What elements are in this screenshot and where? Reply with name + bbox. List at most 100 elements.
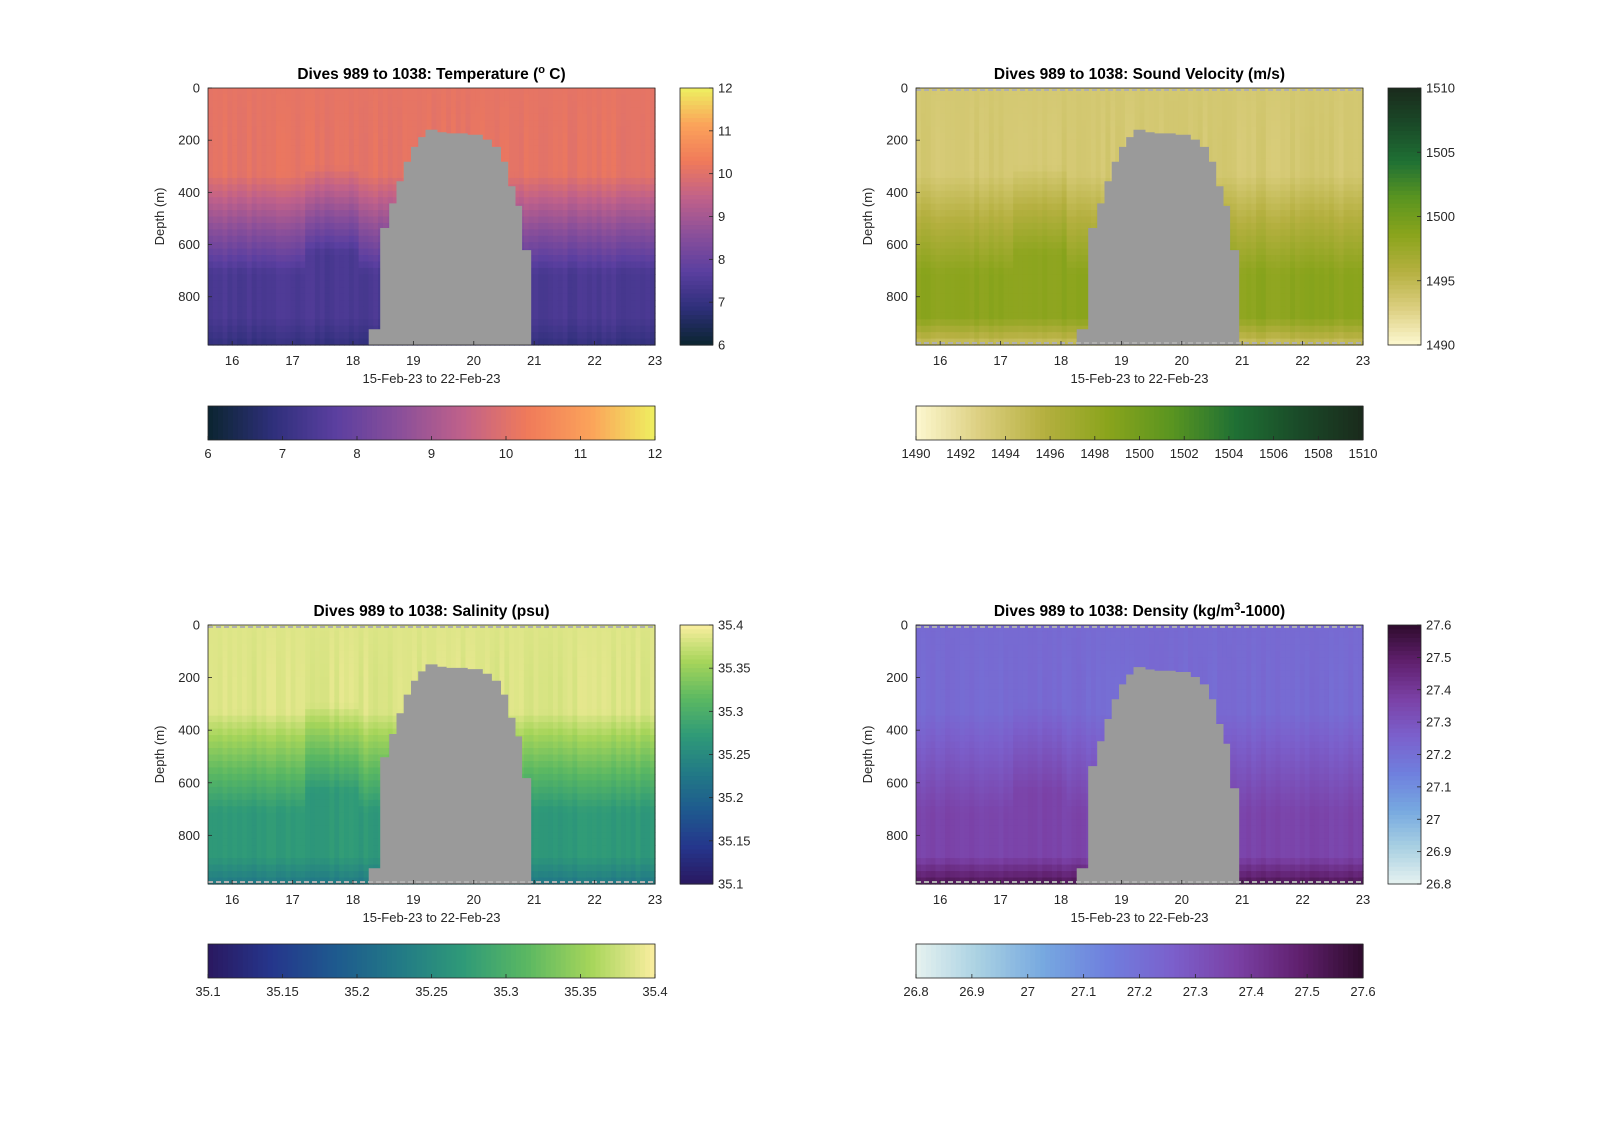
colorbar-swatch (366, 406, 373, 440)
heatmap-cell (577, 300, 583, 308)
heatmap-cell (920, 145, 927, 153)
heatmap-cell (246, 152, 253, 160)
heatmap-cell (582, 300, 588, 308)
heatmap-cell (232, 300, 238, 308)
heatmap-cell (572, 261, 578, 269)
heatmap-cell (606, 338, 612, 346)
heatmap-cell (1032, 274, 1039, 282)
heatmap-cell (630, 280, 637, 288)
heatmap-cell (984, 197, 990, 205)
heatmap-cell (640, 242, 646, 250)
heatmap-cell (232, 255, 238, 263)
heatmap-cell (954, 171, 961, 179)
colorbar-swatch (680, 143, 713, 149)
heatmap-cell (611, 267, 617, 275)
heatmap-cell (387, 165, 394, 173)
heatmap-cell (392, 152, 399, 160)
heatmap-cell (552, 338, 559, 346)
heatmap-cell (382, 132, 389, 140)
heatmap-cell (300, 319, 306, 327)
heatmap-cell (523, 177, 530, 185)
heatmap-cell (625, 280, 632, 288)
heatmap-cell (557, 274, 564, 282)
heatmap-cell (1032, 287, 1039, 295)
heatmap-cell (635, 248, 642, 256)
heatmap-cell (489, 132, 496, 140)
heatmap-cell (285, 100, 292, 108)
heatmap-cell (523, 190, 530, 198)
heatmap-cell (611, 210, 617, 218)
heatmap-cell (344, 107, 350, 115)
heatmap-cell (227, 158, 233, 166)
heatmap-cell (993, 94, 1000, 102)
heatmap-cell (261, 293, 267, 301)
heatmap-cell (1027, 158, 1034, 166)
heatmap-cell (237, 229, 243, 237)
heatmap-cell (426, 88, 433, 96)
heatmap-cell (227, 100, 233, 108)
heatmap-cell (533, 145, 539, 153)
colorbar-tick-label: 7 (279, 446, 286, 461)
heatmap-cell (1027, 94, 1034, 102)
heatmap-cell (251, 319, 258, 327)
heatmap-cell (310, 171, 316, 179)
heatmap-cell (266, 145, 272, 153)
heatmap-cell (1042, 152, 1048, 160)
heatmap-cell (630, 145, 637, 153)
heatmap-cell (577, 248, 583, 256)
heatmap-cell (586, 203, 593, 211)
heatmap-cell (567, 203, 573, 211)
heatmap-cell (295, 325, 301, 333)
heatmap-cell (940, 293, 946, 301)
heatmap-cell (358, 325, 365, 333)
heatmap-cell (954, 261, 961, 269)
heatmap-cell (217, 338, 224, 346)
heatmap-cell (1003, 300, 1009, 308)
heatmap-cell (562, 338, 569, 346)
heatmap-cell (650, 132, 656, 140)
heatmap-cell (285, 293, 292, 301)
heatmap-cell (950, 132, 956, 140)
heatmap-cell (557, 197, 564, 205)
heatmap-cell (305, 152, 311, 160)
heatmap-cell (509, 145, 515, 153)
heatmap-cell (246, 210, 253, 218)
heatmap-cell (557, 222, 564, 230)
heatmap-cell (577, 113, 583, 121)
heatmap-cell (222, 267, 229, 275)
heatmap-cell (1042, 325, 1048, 333)
heatmap-cell (954, 242, 961, 250)
heatmap-cell (271, 248, 277, 256)
heatmap-cell (591, 120, 598, 128)
heatmap-cell (271, 107, 277, 115)
heatmap-cell (363, 120, 369, 128)
heatmap-cell (339, 293, 345, 301)
heatmap-cell (548, 306, 554, 314)
heatmap-cell (586, 248, 593, 256)
heatmap-cell (974, 338, 980, 346)
heatmap-cell (998, 229, 1005, 237)
heatmap-cell (954, 107, 961, 115)
heatmap-cell (548, 197, 554, 205)
heatmap-cell (368, 293, 374, 301)
heatmap-cell (295, 280, 301, 288)
heatmap-cell (217, 242, 224, 250)
heatmap-cell (552, 306, 559, 314)
heatmap-cell (232, 184, 238, 192)
heatmap-cell (984, 120, 990, 128)
heatmap-cell (630, 210, 637, 218)
heatmap-cell (1047, 145, 1053, 153)
heatmap-cell (533, 177, 539, 185)
heatmap-cell (1037, 242, 1043, 250)
heatmap-cell (616, 274, 622, 282)
heatmap-cell (606, 235, 612, 243)
heatmap-cell (314, 332, 321, 340)
heatmap-cell (606, 319, 612, 327)
heatmap-cell (290, 222, 297, 230)
heatmap-cell (339, 145, 345, 153)
heatmap-cell (645, 287, 651, 295)
horizontal-colorbar: 6 7 8 9 10 11 12 (204, 405, 662, 461)
heatmap-cell (548, 261, 554, 269)
heatmap-cell (310, 165, 316, 173)
